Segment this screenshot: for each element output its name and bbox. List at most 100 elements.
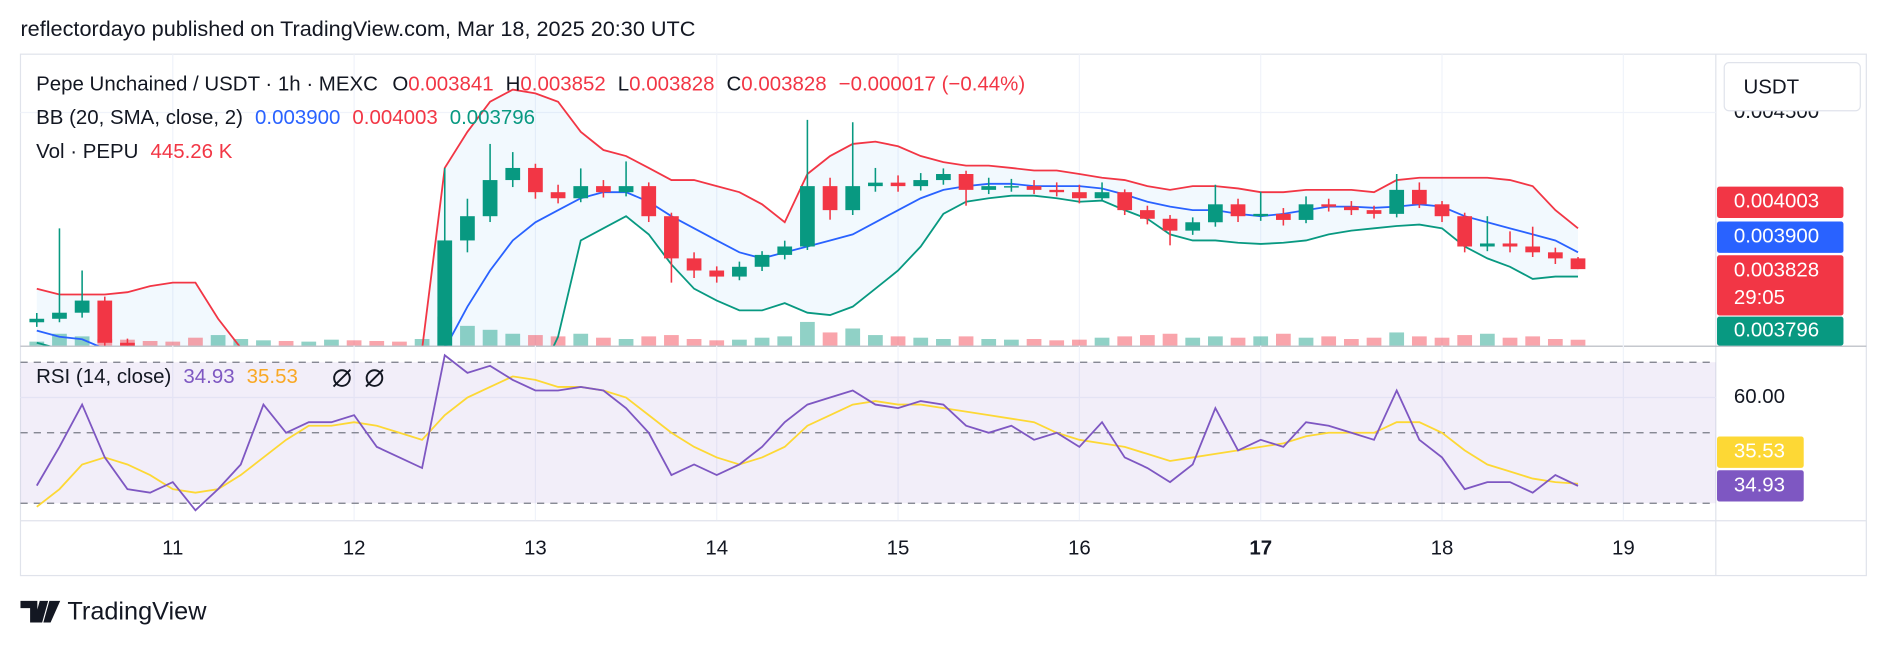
candle-body [664, 216, 679, 259]
x-tick-label: 17 [1249, 536, 1272, 559]
candle-body [868, 182, 883, 187]
ohlc-key: O [392, 73, 408, 96]
volume-bar [1366, 337, 1382, 346]
volume-bar [392, 341, 407, 346]
x-tick-label: 19 [1612, 536, 1635, 559]
volume-bar [1547, 339, 1563, 346]
hidden-plot-icon [365, 369, 384, 387]
middle-band-badge-bg [1717, 221, 1844, 253]
candle-body [1072, 192, 1087, 199]
candle-body [528, 167, 543, 193]
ohlc-value: 0.003828 [629, 73, 714, 96]
middle-band-badge: 0.003900 [1734, 225, 1819, 248]
volume-bar [709, 340, 725, 346]
candle-body [369, 358, 384, 361]
volume-bar [1343, 339, 1359, 346]
volume-bar [868, 335, 883, 346]
candle-body [800, 186, 815, 247]
volume-bar [301, 341, 317, 346]
volume-bar [1162, 333, 1178, 346]
volume-bar [528, 335, 543, 346]
rsi-badge-bg [1717, 470, 1804, 502]
volume-name: Vol · PEPU [36, 140, 138, 163]
bb-legend-value: 0.003796 [450, 107, 535, 130]
ohlc-key: C [727, 73, 742, 96]
bb-legend-value: 0.004003 [352, 107, 437, 130]
volume-bar [210, 335, 226, 346]
candle-body [120, 342, 135, 346]
change: −0.000017 (−0.44%) [839, 73, 1025, 96]
volume-bar [1321, 336, 1337, 346]
volume-bar [1230, 337, 1246, 346]
candle-body [1140, 210, 1155, 219]
candle-body [1479, 243, 1495, 247]
candle-body [1162, 218, 1178, 231]
candle-body [29, 318, 45, 323]
volume-bar [1411, 336, 1427, 346]
candle-body [324, 355, 339, 361]
upper-band-badge-bg [1717, 186, 1844, 218]
bb-lower-line [36, 194, 1579, 346]
brand-name: TradingView [67, 598, 207, 626]
candle-body [1049, 189, 1065, 193]
x-tick-label: 11 [162, 536, 183, 559]
volume-bar [505, 333, 521, 346]
volume-bar [777, 336, 793, 346]
hidden-plot-icon-slash [332, 368, 352, 388]
volume-bar [981, 339, 997, 346]
candle-body [1185, 222, 1201, 231]
candle-body [1230, 204, 1246, 217]
rsi-name: RSI (14, close) [36, 365, 171, 388]
ohlc-key: H [506, 73, 521, 96]
lower-band-badge-bg [1717, 316, 1844, 346]
bb-legend: BB (20, SMA, close, 2) 0.003900 0.004003 0.… [36, 107, 535, 130]
volume-bar [800, 321, 815, 346]
x-tick-label: 14 [705, 536, 728, 559]
volume-bar [573, 333, 589, 346]
rsi-legend: RSI (14, close) 34.93 35.53 [36, 365, 298, 388]
volume-bar [618, 339, 634, 346]
candle-body [890, 182, 906, 187]
candle-body [460, 216, 475, 241]
volume-bar [1525, 336, 1541, 346]
volume-bar [845, 328, 861, 346]
volume-bar [482, 329, 498, 346]
rsi-tick-label: 60.00 [1734, 385, 1785, 408]
x-tick-label: 12 [343, 536, 366, 559]
volume-bar [1117, 336, 1133, 346]
candle-body [1525, 246, 1541, 253]
candle-body [641, 186, 657, 217]
candle-body [1321, 204, 1337, 207]
chart-frame [19, 53, 1867, 577]
candle-body [1343, 206, 1359, 211]
volume-bar [641, 336, 657, 346]
rsi-ma-badge: 35.53 [1734, 440, 1785, 463]
volume-bar [256, 340, 271, 346]
last-price-badge: 0.003828 [1734, 258, 1819, 281]
candle-body [97, 300, 113, 343]
volume-bar [1298, 337, 1314, 346]
candle-body [52, 312, 67, 319]
volume-legend-value: 445.26 K [150, 140, 232, 163]
currency-box [1723, 62, 1861, 112]
volume-bar [664, 335, 679, 346]
candle-body [1366, 210, 1382, 214]
symbol: Pepe Unchained / USDT · 1h · MEXC [36, 73, 378, 96]
grid-layer [20, 54, 1716, 521]
upper-band-badge: 0.004003 [1734, 190, 1819, 213]
volume-bar [1570, 339, 1586, 346]
volume-bar [958, 336, 974, 346]
brand-logo: TradingView [20, 598, 207, 626]
candle-body [437, 240, 453, 346]
candle-body [1117, 192, 1133, 211]
volume-bar [1185, 337, 1201, 346]
bb-legend-value: 0.003900 [255, 107, 340, 130]
rsi-ma-badge-bg [1717, 436, 1804, 468]
volume-bar [369, 340, 385, 346]
candle-body [1389, 189, 1405, 214]
last-price-badge-sub: 29:05 [1734, 286, 1785, 309]
volume-bar [1479, 333, 1495, 346]
candle-body [1208, 204, 1223, 223]
volume-bar [278, 340, 294, 346]
candle-body [709, 270, 725, 277]
